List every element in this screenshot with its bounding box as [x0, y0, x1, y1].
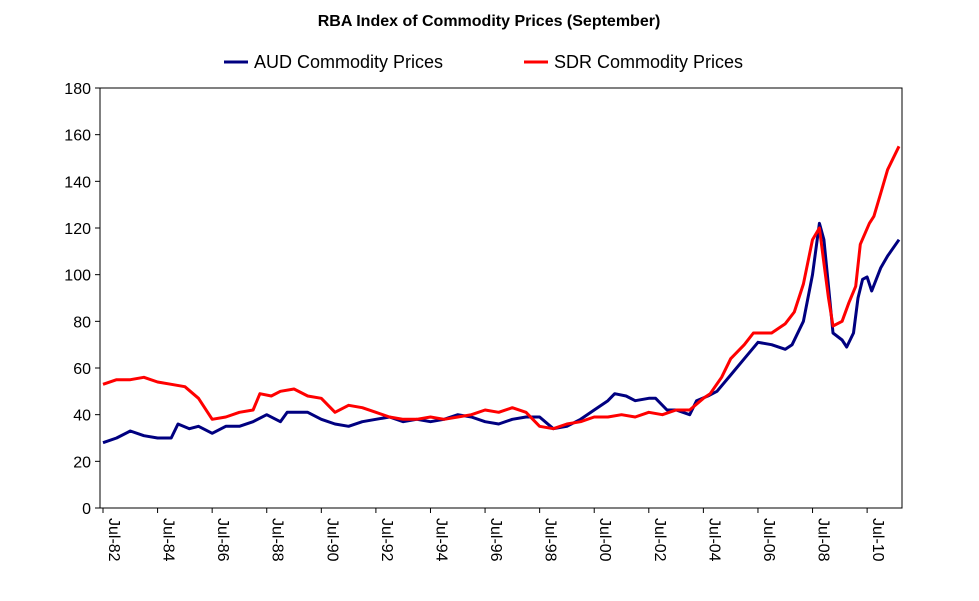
- series-line-sdr: [102, 145, 901, 431]
- x-tick-label: Jul-98: [542, 518, 559, 562]
- y-tick-label: 120: [64, 221, 91, 238]
- x-tick-label: Jul-06: [760, 518, 777, 562]
- x-tick-label: Jul-96: [487, 518, 504, 562]
- x-tick-label: Jul-86: [214, 518, 231, 562]
- x-tick-label: Jul-90: [323, 518, 340, 562]
- series-line-aud: [102, 221, 901, 445]
- x-tick-label: Jul-94: [432, 518, 449, 562]
- x-tick-label: Jul-92: [378, 518, 395, 562]
- y-tick-label: 140: [64, 174, 91, 191]
- x-tick-label: Jul-02: [651, 518, 668, 562]
- x-tick-label: Jul-82: [105, 518, 122, 562]
- y-tick-label: 20: [73, 454, 91, 471]
- plot-area: [99, 87, 903, 509]
- y-tick-label: 180: [64, 81, 91, 98]
- x-tick-label: Jul-00: [596, 518, 613, 562]
- y-tick-label: 60: [73, 361, 91, 378]
- legend: AUD Commodity Prices SDR Commodity Price…: [224, 52, 743, 72]
- x-tick-label: Jul-10: [869, 518, 886, 562]
- y-tick-label: 80: [73, 314, 91, 331]
- x-tick-label: Jul-88: [269, 518, 286, 562]
- y-tick-label: 0: [82, 501, 91, 518]
- y-tick-label: 100: [64, 268, 91, 285]
- x-tick-label: Jul-84: [160, 518, 177, 562]
- x-axis: Jul-82 Jul-84 Jul-86 Jul-88 Jul-90 Jul-92 Jul-…: [102, 508, 886, 562]
- series-lines: [102, 145, 901, 445]
- y-axis: 0 20 40 60 80 100 120 140 160 180: [64, 81, 100, 518]
- x-tick-label: Jul-04: [705, 518, 722, 562]
- y-tick-label: 160: [64, 128, 91, 145]
- x-tick-label: Jul-08: [815, 518, 832, 562]
- legend-label-sdr: SDR Commodity Prices: [554, 52, 743, 72]
- y-tick-label: 40: [73, 408, 91, 425]
- legend-label-aud: AUD Commodity Prices: [254, 52, 443, 72]
- chart-title: RBA Index of Commodity Prices (September…: [318, 13, 661, 30]
